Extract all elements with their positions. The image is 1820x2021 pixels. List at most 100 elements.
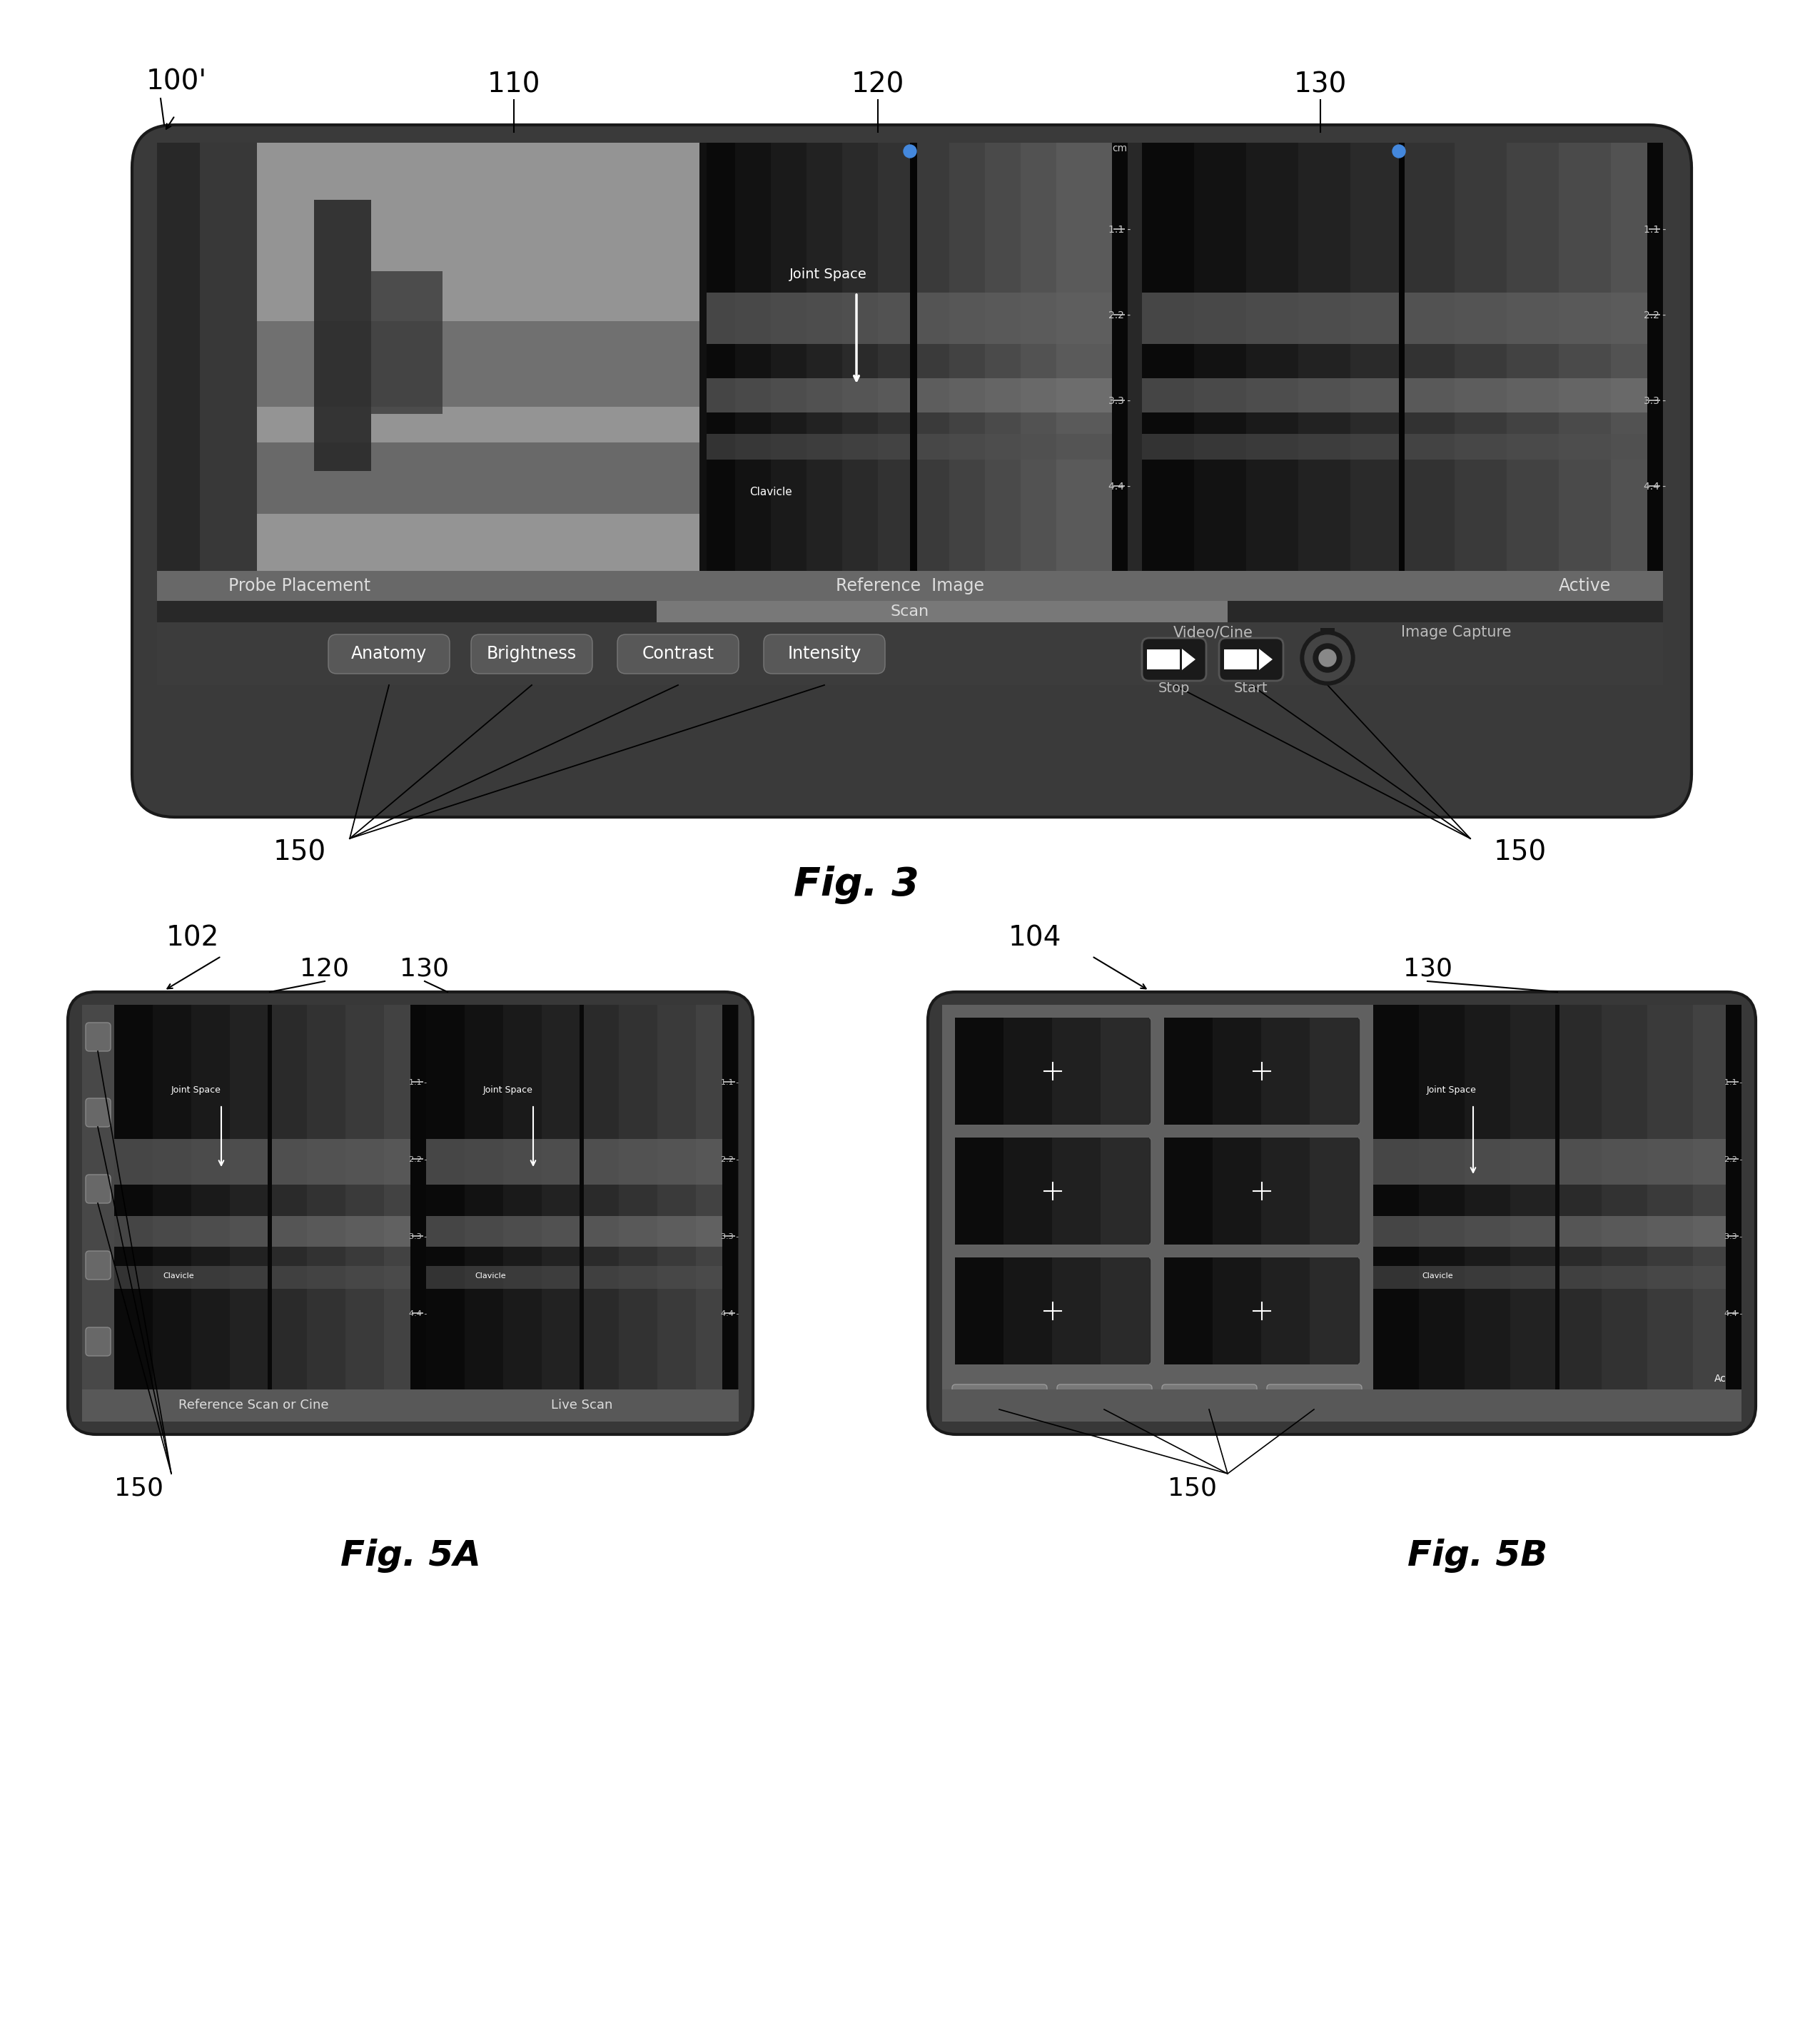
Bar (1052, 1257, 1101, 1364)
Bar (1374, 1140, 1742, 1184)
Text: 120: 120 (852, 71, 905, 97)
Bar (384, 1004, 422, 1390)
FancyBboxPatch shape (956, 1019, 1152, 1124)
FancyBboxPatch shape (1161, 1384, 1258, 1409)
Text: 2.2 -: 2.2 - (410, 1156, 428, 1164)
Bar (153, 1004, 191, 1390)
FancyBboxPatch shape (471, 635, 592, 673)
Bar (82, 1004, 115, 1421)
Bar (1092, 143, 1128, 570)
Text: Stop: Stop (1158, 681, 1190, 695)
Bar (1052, 1138, 1101, 1245)
FancyBboxPatch shape (952, 1384, 1046, 1409)
Text: 150: 150 (115, 1475, 164, 1500)
Text: Active: Active (1558, 578, 1611, 594)
Bar (1454, 143, 1507, 570)
Bar (115, 1140, 426, 1184)
Text: 3.3 -: 3.3 - (1725, 1233, 1742, 1241)
Text: 100': 100' (146, 69, 207, 95)
Bar (1320, 629, 1334, 635)
Bar (1261, 1138, 1310, 1245)
Bar (695, 1004, 735, 1390)
FancyBboxPatch shape (928, 992, 1756, 1435)
FancyBboxPatch shape (1165, 1257, 1360, 1364)
Bar (943, 1390, 1742, 1421)
FancyBboxPatch shape (1141, 639, 1207, 681)
Text: Ac: Ac (1714, 1374, 1725, 1384)
Text: Clavicle: Clavicle (475, 1273, 506, 1279)
Text: Clavicle: Clavicle (1421, 1273, 1452, 1279)
Text: 130: 130 (1294, 71, 1347, 97)
Text: Fig. 5B: Fig. 5B (1407, 1538, 1547, 1572)
Bar (1261, 1257, 1310, 1364)
Text: Start: Start (1234, 681, 1269, 695)
Bar (1556, 1004, 1560, 1390)
Bar (1101, 1138, 1148, 1245)
Text: 2.2 -: 2.2 - (1108, 311, 1130, 321)
Bar (1725, 1004, 1742, 1390)
FancyBboxPatch shape (1057, 1384, 1152, 1409)
Bar (843, 143, 877, 570)
Bar (157, 143, 699, 570)
Bar (657, 1004, 695, 1390)
Bar (1647, 143, 1663, 570)
Bar (371, 271, 442, 414)
Bar (191, 1004, 229, 1390)
Bar (943, 1004, 1374, 1421)
FancyBboxPatch shape (67, 992, 753, 1435)
Bar (115, 1217, 426, 1247)
Bar (1602, 1004, 1647, 1390)
Text: Contrast: Contrast (642, 645, 713, 663)
Text: 104: 104 (1008, 926, 1061, 952)
Text: 2.2 -: 2.2 - (1643, 311, 1667, 321)
Bar (1611, 143, 1663, 570)
Bar (1558, 143, 1611, 570)
Bar (82, 1004, 739, 1421)
Bar (426, 1265, 737, 1289)
Bar (943, 1004, 1742, 1421)
Bar (542, 1004, 581, 1390)
Text: Clavicle: Clavicle (750, 487, 792, 497)
Text: 1.1 -: 1.1 - (1725, 1079, 1742, 1085)
Bar (268, 1004, 271, 1390)
Bar (1556, 1004, 1602, 1390)
Bar (1310, 1257, 1358, 1364)
FancyBboxPatch shape (86, 1097, 111, 1128)
Text: 1.1 -: 1.1 - (1108, 224, 1130, 234)
Bar (1101, 1257, 1148, 1364)
Text: 3.3 -: 3.3 - (721, 1233, 739, 1241)
Bar (699, 143, 706, 570)
Bar (1112, 143, 1128, 570)
Text: 3.3 -: 3.3 - (410, 1233, 428, 1241)
Text: 4.4 -: 4.4 - (1108, 481, 1130, 491)
Bar (699, 378, 1128, 412)
Bar (268, 1004, 308, 1390)
Text: Probe Placement: Probe Placement (229, 578, 371, 594)
Bar (877, 143, 914, 570)
Text: 4.4 -: 4.4 - (1643, 481, 1667, 491)
Text: Clavicle: Clavicle (162, 1273, 195, 1279)
Bar (1212, 1138, 1261, 1245)
Bar (699, 143, 735, 570)
Bar (657, 600, 1228, 622)
FancyBboxPatch shape (133, 125, 1691, 816)
Bar (699, 293, 1128, 344)
Bar (1052, 1019, 1101, 1124)
Bar (1247, 143, 1298, 570)
Circle shape (903, 146, 917, 158)
Bar (157, 143, 200, 570)
Bar (315, 200, 371, 471)
FancyBboxPatch shape (86, 1174, 111, 1202)
FancyBboxPatch shape (956, 1257, 1152, 1364)
Bar (1298, 143, 1350, 570)
Bar (1647, 1004, 1693, 1390)
Polygon shape (1259, 649, 1272, 671)
Bar (914, 143, 950, 570)
Bar (257, 443, 699, 513)
Bar (82, 1390, 739, 1421)
Bar (157, 570, 1663, 600)
Text: 150: 150 (1494, 839, 1547, 867)
Text: 102: 102 (166, 926, 218, 952)
Bar (308, 1004, 346, 1390)
Bar (1310, 1019, 1358, 1124)
